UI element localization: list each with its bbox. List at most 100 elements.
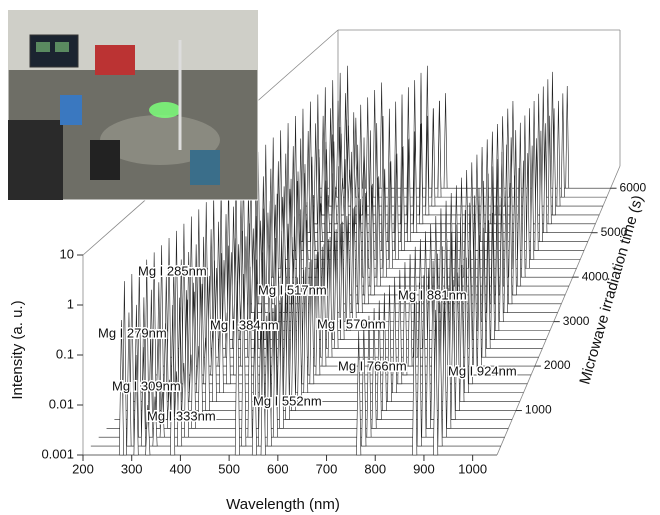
spectral-peak — [352, 206, 357, 322]
spectral-peak — [412, 289, 418, 456]
spectral-peak — [543, 123, 548, 233]
spectral-peak — [177, 297, 183, 447]
spectral-peak — [313, 123, 318, 225]
spectral-peak — [330, 173, 335, 322]
spectral-peak — [481, 227, 487, 358]
spectral-peak — [370, 183, 375, 296]
spectral-peak — [233, 238, 238, 376]
peak-label: Mg I 279nm — [98, 325, 167, 340]
spectral-peak — [494, 205, 500, 331]
spectral-peak — [433, 309, 439, 456]
annotations: Mg I 285nm Mg I 517nm Mg I 384nm Mg I 279nm… — [97, 262, 519, 425]
spectral-peak — [437, 100, 442, 198]
peak-label: Mg I 384nm — [210, 317, 279, 332]
spectral-peak — [437, 302, 443, 447]
peak-label: Mg I 552nm — [253, 393, 322, 408]
spectral-peak — [251, 331, 257, 456]
spectral-peak — [503, 190, 508, 314]
spectral-peak — [126, 312, 132, 447]
spectral-peak — [541, 86, 546, 207]
spectral-peak — [472, 242, 478, 376]
spectral-peak — [490, 212, 495, 340]
spectral-peak — [333, 186, 338, 225]
spectral-peak — [129, 273, 135, 447]
spectral-peak — [347, 169, 352, 207]
spectral-peak — [387, 285, 392, 402]
spectral-peak — [450, 279, 456, 420]
spectral-peak — [309, 259, 315, 385]
spectral-peak — [121, 281, 127, 456]
spectral-peak — [565, 85, 570, 189]
spectral-peak — [431, 108, 436, 207]
peak-label: Mg I 309nm — [112, 378, 181, 393]
spectral-peak — [358, 199, 363, 314]
spectral-peak — [512, 175, 517, 296]
z-tick-label: 2000 — [544, 358, 571, 372]
spectral-peak — [381, 292, 387, 411]
spectral-peak — [413, 130, 418, 233]
spectral-peak — [419, 123, 424, 225]
spectral-peak — [426, 268, 431, 429]
spectral-peak — [279, 297, 284, 429]
spectral-peak — [421, 275, 427, 438]
spectral-peak — [366, 315, 372, 438]
spectral-peak — [346, 214, 351, 331]
x-axis-title: Wavelength (nm) — [226, 496, 340, 513]
spectral-peak — [530, 145, 535, 260]
spectral-peak — [552, 108, 556, 216]
spectral-peak — [281, 186, 287, 314]
spectral-peak — [162, 323, 168, 420]
z-tick-label: 4000 — [582, 269, 609, 283]
spectral-peak — [251, 228, 256, 314]
peak-label: Mg I 333nm — [147, 408, 216, 423]
spectral-peak — [392, 277, 398, 394]
y-tick-label: 10 — [60, 246, 74, 261]
spectral-peak — [219, 253, 224, 394]
spectral-peak — [260, 320, 266, 456]
spectral-peak — [229, 252, 234, 340]
spectral-peak — [226, 245, 231, 385]
spectral-peak — [340, 221, 345, 340]
spectral-peak — [463, 257, 469, 394]
spectral-peak — [212, 260, 217, 402]
spectral-peak — [241, 273, 247, 447]
spectral-peak — [459, 265, 465, 402]
spectral-peak — [272, 304, 278, 438]
peak-label: Mg I 766nm — [338, 358, 407, 373]
spectral-peak — [315, 251, 321, 376]
spectral-peak — [205, 267, 210, 411]
plot-area: 0.001 0.01 0.1 1 10 200 300 400 500 600 700 800 900 1… — [41, 65, 647, 476]
spectral-peak — [198, 275, 203, 420]
spectral-peak — [364, 191, 369, 305]
peak-label: Mg I 881nm — [398, 287, 467, 302]
spectral-peak — [556, 100, 561, 207]
peak-label: Mg I 570nm — [317, 316, 386, 331]
spectral-peak — [376, 176, 381, 287]
x-tick-label: 700 — [316, 461, 338, 476]
spectral-peak — [321, 115, 326, 216]
spectral-peak — [474, 154, 479, 251]
z-tick-label: 6000 — [620, 180, 647, 194]
spectral-peak — [247, 266, 253, 438]
spectral-peak — [221, 260, 227, 349]
spectral-peak — [388, 161, 393, 269]
spectral-peak — [401, 146, 406, 251]
spectral-peak — [402, 262, 408, 376]
spectral-peak — [525, 153, 530, 269]
x-tick-label: 600 — [267, 461, 289, 476]
spectral-peak — [266, 312, 272, 447]
spectral-peak — [538, 130, 543, 242]
y-axis-title: Intensity (a. u.) — [9, 300, 26, 399]
spectral-peak — [140, 347, 146, 447]
spectral-peak — [133, 354, 139, 456]
spectral-peak — [511, 100, 515, 189]
spectral-peak — [455, 272, 460, 411]
spectral-peak — [516, 168, 522, 287]
spectral-peak — [407, 254, 413, 367]
spectral-peak — [521, 160, 526, 278]
x-tick-label: 200 — [72, 461, 94, 476]
spectral-peak — [394, 153, 399, 260]
spectral-peak — [191, 282, 196, 429]
spectral-peak — [145, 404, 151, 456]
z-tick-label: 3000 — [563, 314, 590, 328]
